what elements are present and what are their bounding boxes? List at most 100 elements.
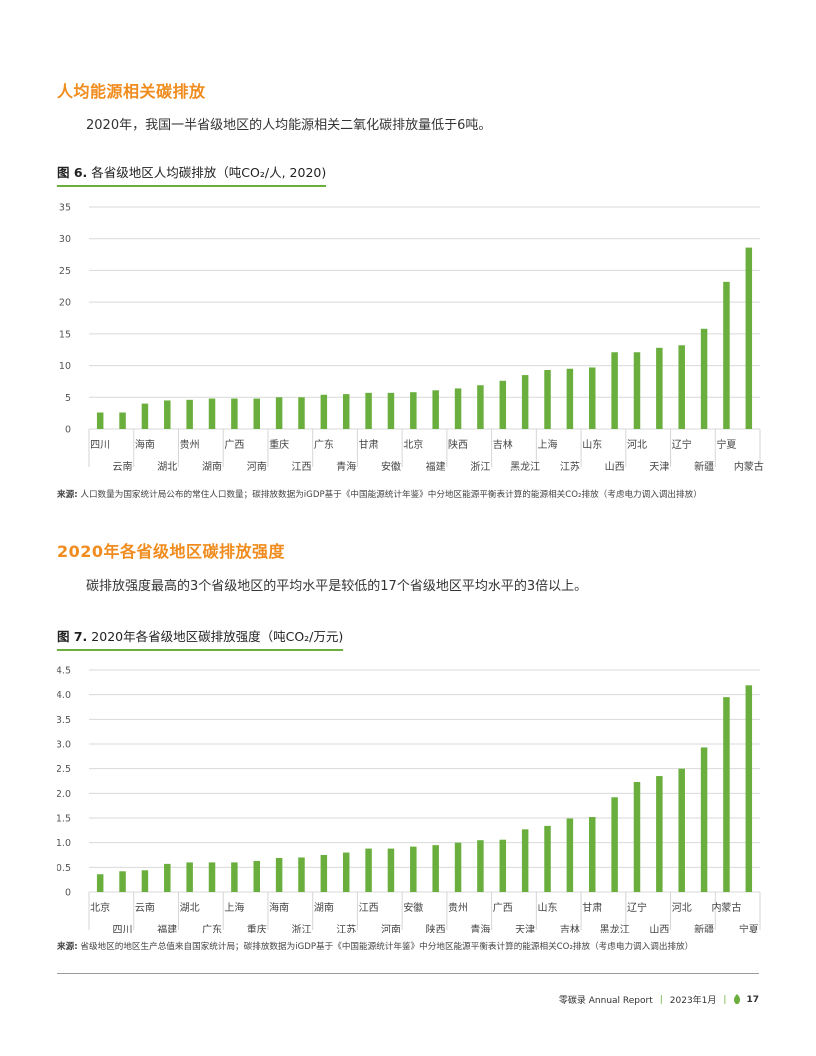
page-footer: 零碳录 Annual Report | 2023年1月 | 17 [559, 993, 759, 1006]
bar [208, 398, 216, 429]
x-tick-label: 江苏 [336, 923, 356, 933]
bar [656, 347, 663, 429]
x-tick-label: 宁夏 [739, 923, 759, 933]
bar [633, 352, 641, 429]
x-tick-label: 山东 [582, 438, 602, 451]
x-tick-label: 福建 [426, 460, 446, 473]
y-tick-label: 1.5 [57, 814, 71, 825]
x-tick-label: 贵州 [448, 901, 468, 914]
figure-7-source-text: 省级地区的地区生产总值来自国家统计局；碳排放数据为iGDP基于《中国能源统计年鉴… [80, 942, 694, 952]
bar [589, 367, 596, 429]
section-title-per-capita: 人均能源相关碳排放 [57, 82, 206, 101]
bar [678, 345, 685, 429]
bar [477, 840, 484, 892]
bar [633, 781, 641, 892]
y-tick-label: 35 [59, 203, 71, 214]
section-intro-intensity: 碳排放强度最高的3个省级地区的平均水平是较低的17个省级地区平均水平的3倍以上。 [86, 579, 588, 594]
bar [544, 825, 551, 892]
bar [566, 368, 574, 429]
x-tick-label: 天津 [649, 461, 669, 473]
bar [275, 397, 283, 429]
bar [521, 829, 529, 892]
figure-7-heading: 图 7. 2020年各省级地区碳排放强度（吨CO₂/万元) [57, 626, 344, 651]
x-tick-label: 内蒙古 [734, 460, 764, 473]
bar [477, 385, 484, 429]
bar [745, 685, 753, 892]
x-tick-label: 吉林 [493, 438, 513, 451]
x-tick-label: 北京 [90, 901, 110, 914]
x-tick-label: 江西 [359, 902, 379, 914]
x-tick-label: 四川 [90, 440, 110, 451]
bar [164, 863, 171, 892]
x-tick-label: 甘肃 [359, 438, 379, 451]
bar [119, 871, 126, 892]
x-tick-label: 天津 [515, 924, 535, 933]
x-tick-label: 内蒙古 [711, 901, 741, 914]
x-tick-label: 广东 [314, 438, 334, 451]
figure-6-source-label: 来源: [57, 490, 78, 500]
x-tick-label: 浙江 [470, 461, 490, 473]
figure-7-source-label: 来源: [57, 942, 78, 952]
x-tick-label: 河北 [672, 902, 692, 914]
y-tick-label: 0 [65, 425, 71, 436]
figure-6-title: 各省级地区人均碳排放（吨CO₂/人, 2020) [91, 165, 327, 180]
bar [410, 846, 417, 892]
bar [96, 874, 104, 892]
bar [454, 388, 462, 429]
x-tick-label: 陕西 [426, 923, 446, 933]
x-tick-label: 云南 [113, 460, 133, 473]
x-tick-label: 新疆 [694, 923, 714, 933]
x-tick-label: 安徽 [403, 901, 423, 914]
leaf-icon [734, 994, 741, 1005]
footer-separator: | [723, 994, 727, 1005]
x-tick-label: 山东 [538, 901, 558, 914]
bar [365, 392, 372, 429]
x-tick-label: 河北 [627, 439, 647, 451]
x-tick-label: 广西 [224, 439, 244, 451]
x-tick-label: 广西 [493, 902, 513, 914]
x-tick-label: 北京 [403, 438, 423, 451]
x-tick-label: 陕西 [448, 438, 468, 451]
bar [656, 776, 663, 892]
y-tick-label: 15 [59, 329, 71, 340]
x-tick-label: 安徽 [381, 460, 401, 473]
bar [320, 855, 328, 892]
bar [320, 394, 328, 429]
x-tick-label: 新疆 [694, 460, 714, 473]
x-tick-label: 辽宁 [672, 438, 692, 451]
figure-6-heading: 图 6. 各省级地区人均碳排放（吨CO₂/人, 2020) [57, 162, 327, 187]
y-tick-label: 30 [59, 234, 71, 245]
x-tick-label: 江苏 [560, 460, 580, 473]
x-tick-label: 四川 [113, 925, 133, 933]
bar [298, 857, 305, 892]
x-tick-label: 湖南 [314, 901, 334, 914]
x-tick-label: 浙江 [291, 924, 311, 933]
x-tick-label: 青海 [336, 460, 356, 473]
footer-rule [57, 973, 759, 974]
bar [544, 370, 551, 429]
x-tick-label: 江西 [291, 461, 311, 473]
y-tick-label: 1.0 [57, 838, 71, 849]
bar [454, 842, 462, 892]
x-tick-label: 辽宁 [627, 901, 647, 914]
x-tick-label: 河南 [381, 923, 401, 933]
y-tick-label: 5 [65, 393, 71, 404]
bar [342, 394, 350, 429]
figure-6-source-text: 人口数量为国家统计局公布的常住人口数量；碳排放数据为iGDP基于《中国能源统计年… [80, 490, 702, 500]
x-tick-label: 宁夏 [716, 438, 736, 451]
bar [678, 768, 685, 892]
figure-7-label: 图 7. [57, 629, 88, 644]
page-number: 17 [746, 994, 759, 1005]
bar [253, 860, 260, 892]
y-tick-label: 2.5 [57, 764, 71, 775]
y-tick-label: 4.5 [57, 666, 71, 677]
x-tick-label: 重庆 [247, 923, 267, 933]
y-tick-label: 3.0 [57, 740, 71, 751]
bar [611, 352, 618, 429]
x-tick-label: 山西 [605, 461, 625, 473]
section-title-intensity: 2020年各省级地区碳排放强度 [57, 542, 286, 561]
bar [96, 412, 104, 429]
figure-7-chart: 0 0.5 1.0 1.5 2.0 2.5 3.0 3.5 4.0 4.5 北京 四川 云南 福建 湖北 广东… [57, 659, 767, 933]
y-tick-label: 4.0 [57, 690, 71, 701]
